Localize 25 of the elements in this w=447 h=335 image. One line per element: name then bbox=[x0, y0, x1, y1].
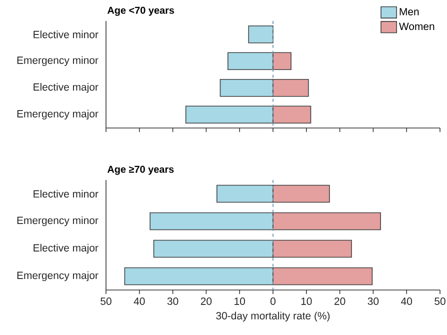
y-tick-label: Emergency minor bbox=[17, 216, 98, 226]
y-tick-label: Emergency minor bbox=[17, 56, 98, 66]
chart-title: Age <70 years bbox=[107, 6, 174, 16]
y-tick-label: Elective minor bbox=[34, 190, 98, 198]
y-tick-label: Emergency major bbox=[17, 271, 98, 282]
legend-label: Men bbox=[400, 8, 419, 16]
x-tick-label: 10 bbox=[234, 298, 246, 305]
x-tick-label: 0 bbox=[270, 298, 276, 305]
x-tick-label: 50 bbox=[100, 298, 112, 305]
y-tick-label: Elective major bbox=[34, 83, 98, 93]
x-tick-label: 30 bbox=[368, 298, 379, 305]
bar bbox=[248, 25, 274, 44]
chart-title: Age ≥70 years bbox=[107, 166, 174, 175]
x-tick-label: 30 bbox=[167, 298, 178, 305]
legend-label: Women bbox=[399, 22, 434, 30]
x-tick-label: 40 bbox=[134, 298, 145, 305]
x-tick-label: 10 bbox=[301, 298, 312, 305]
x-axis-title: 30-day mortality rate (%) bbox=[216, 312, 330, 322]
x-tick-label: 20 bbox=[334, 298, 346, 305]
y-tick-label: Elective minor bbox=[34, 30, 98, 38]
x-tick-label: 50 bbox=[434, 298, 446, 305]
y-tick-label: Elective major bbox=[34, 244, 98, 254]
x-tick-label: 40 bbox=[401, 298, 412, 305]
y-tick-label: Emergency major bbox=[17, 110, 98, 120]
x-tick-label: 20 bbox=[200, 298, 212, 305]
